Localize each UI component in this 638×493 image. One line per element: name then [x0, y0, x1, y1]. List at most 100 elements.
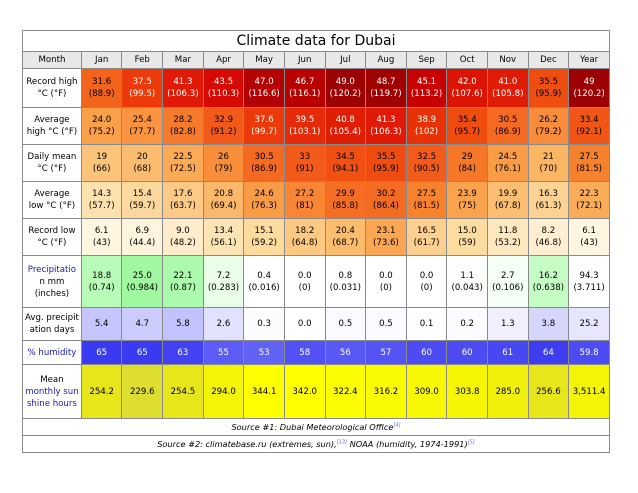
source-2-ref-b[interactable]: [5]: [467, 439, 475, 446]
cell-value: (85.8): [332, 201, 359, 211]
cell-value: (0.984): [126, 282, 158, 293]
cell-value: 19: [96, 152, 108, 162]
cell-value: (84): [458, 164, 476, 174]
row-precipitation-days: Avg. precipit ation days 5.4 4.7 5.8 2.6 0.3 0.…: [22, 307, 610, 341]
cell-record-low-may: 15.1 (59.2): [243, 218, 285, 256]
cell-value: (88.9): [88, 89, 115, 99]
row-record-low: Record low °C (°F) 6.1 (43) 6.9 (44.4) 9.0 (48.…: [22, 218, 610, 256]
source-2-text-a: Source #2: climatebase.ru (extremes, sun…: [157, 439, 337, 449]
cell-value: 285.0: [495, 386, 521, 397]
cell-value: 33.4: [579, 115, 599, 125]
cell-record-low-oct: 15.0 (59): [446, 218, 488, 256]
cell-sunshine-oct: 303.8: [446, 364, 488, 419]
cell-value: (95.9): [373, 164, 399, 174]
cell-record-high-sep: 45.1 (113.2): [405, 68, 448, 108]
cell-daily-mean-year: 27.5 (81.5): [568, 144, 610, 182]
cell-value: 309.0: [414, 386, 439, 397]
cell-precipitation-mar: 22.1 (0.87): [162, 255, 204, 308]
cell-value: 22.3: [579, 189, 599, 199]
cell-value: 229.6: [129, 386, 155, 397]
cell-humidity-oct: 60: [446, 340, 488, 365]
cell-precipitation-days-oct: 0.2: [446, 307, 488, 341]
header-jul: Jul: [324, 51, 367, 69]
cell-value: 16.5: [416, 226, 437, 236]
cell-record-low-jul: 20.4 (68.7): [324, 218, 367, 256]
header-dec: Dec: [527, 51, 570, 69]
row-average-low: Average low °C (°F) 14.3 (57.7) 15.4 (59.7) 17…: [22, 181, 610, 219]
cell-humidity-aug: 57: [365, 340, 407, 365]
cell-humidity-nov: 61: [486, 340, 529, 365]
cell-value: (59): [458, 238, 476, 248]
cell-sunshine-sep: 309.0: [405, 364, 448, 419]
cell-average-high-jul: 40.8 (105.4): [324, 107, 367, 145]
row-label-line: ation days: [29, 325, 75, 335]
cell-record-high-jul: 49.0 (120.2): [324, 68, 367, 108]
cell-value: 6.1: [94, 226, 109, 236]
cell-average-high-oct: 35.4 (95.7): [446, 107, 488, 145]
row-label-line: °C (°F): [37, 89, 67, 99]
cell-value: (119.7): [370, 89, 402, 99]
header-mar: Mar: [162, 51, 204, 69]
cell-value: 49.0: [335, 77, 355, 87]
cell-record-high-dec: 35.5 (95.9): [527, 68, 570, 108]
cell-daily-mean-jan: 19 (66): [80, 144, 123, 182]
source-1: Source #1: Dubai Meteorological Office[4…: [22, 418, 610, 436]
row-daily-mean: Daily mean °C (°F) 19 (66) 20 (68) 22.5 (72.5) 2…: [22, 144, 610, 182]
cell-value: 18.2: [295, 226, 315, 236]
cell-precipitation-days-sep: 0.1: [405, 307, 448, 341]
cell-value: (57.7): [88, 201, 115, 211]
cell-value: 37.6: [254, 115, 274, 125]
cell-record-high-aug: 48.7 (119.7): [365, 68, 407, 108]
row-label-line: Average: [34, 189, 70, 199]
cell-average-low-jun: 27.2 (81): [283, 181, 326, 219]
cell-average-low-nov: 19.9 (67.8): [486, 181, 529, 219]
cell-value: 294.0: [211, 386, 236, 397]
source-1-ref[interactable]: [4]: [393, 422, 401, 429]
cell-value: 27.5: [579, 152, 599, 162]
row-label-line: low °C (°F): [28, 201, 76, 211]
cell-value: 20.4: [335, 226, 355, 236]
cell-value: 53: [258, 347, 270, 358]
cell-sunshine-jan: 254.2: [80, 364, 123, 419]
cell-value: (105.8): [492, 89, 524, 99]
cell-value: 25.4: [132, 115, 152, 125]
cell-value: (94.1): [332, 164, 359, 174]
cell-daily-mean-jun: 33 (91): [283, 144, 326, 182]
cell-sunshine-jun: 342.0: [283, 364, 326, 419]
cell-average-high-aug: 41.3 (106.3): [365, 107, 407, 145]
cell-value: 37.5: [132, 77, 152, 87]
cell-value: 19.9: [498, 189, 518, 199]
cell-value: 5.4: [94, 319, 109, 329]
cell-precipitation-days-apr: 2.6: [202, 307, 245, 341]
cell-precipitation-jan: 18.8 (0.74): [80, 255, 123, 308]
cell-value: (86.4): [373, 201, 399, 211]
header-row: Month Jan Feb Mar Apr May Jun Jul Aug Sep Oct Nov De…: [22, 51, 610, 69]
header-jan: Jan: [80, 51, 123, 69]
cell-average-low-aug: 30.2 (86.4): [365, 181, 407, 219]
cell-value: (53.2): [494, 238, 521, 248]
cell-value: 49: [583, 77, 595, 87]
cell-value: (0.043): [451, 282, 483, 293]
cell-value: 32.5: [416, 152, 437, 162]
source-2-ref-a[interactable]: [13]: [336, 439, 347, 446]
row-label-sunshine: Mean monthly sun shine hours: [22, 364, 82, 419]
cell-value: (0.87): [169, 282, 196, 293]
cell-value: 0.5: [338, 319, 353, 329]
cell-value: 0.3: [257, 319, 271, 329]
row-label-daily-mean: Daily mean °C (°F): [22, 144, 82, 182]
cell-value: 24.0: [92, 115, 112, 125]
cell-record-high-jan: 31.6 (88.9): [80, 68, 123, 108]
cell-value: 0.5: [379, 319, 393, 329]
cell-record-high-mar: 41.3 (106.3): [162, 68, 204, 108]
cell-value: (99.5): [129, 89, 156, 99]
cell-record-low-sep: 16.5 (61.7): [405, 218, 448, 256]
cell-value: (113.2): [410, 89, 443, 99]
cell-value: (0.106): [492, 282, 524, 293]
cell-value: 15.0: [457, 226, 477, 236]
row-label-line: Record high: [26, 77, 78, 87]
cell-value: (59.2): [251, 238, 278, 248]
row-humidity: % humidity 65 65 63 55 53 58 56 57 60 60 61 64 59.8: [22, 340, 610, 365]
row-precipitation: Precipitatio n mm (inches) 18.8 (0.74) 25.0 (0…: [22, 255, 610, 308]
cell-average-high-jun: 39.5 (103.1): [283, 107, 326, 145]
cell-value: 0.2: [460, 319, 474, 329]
